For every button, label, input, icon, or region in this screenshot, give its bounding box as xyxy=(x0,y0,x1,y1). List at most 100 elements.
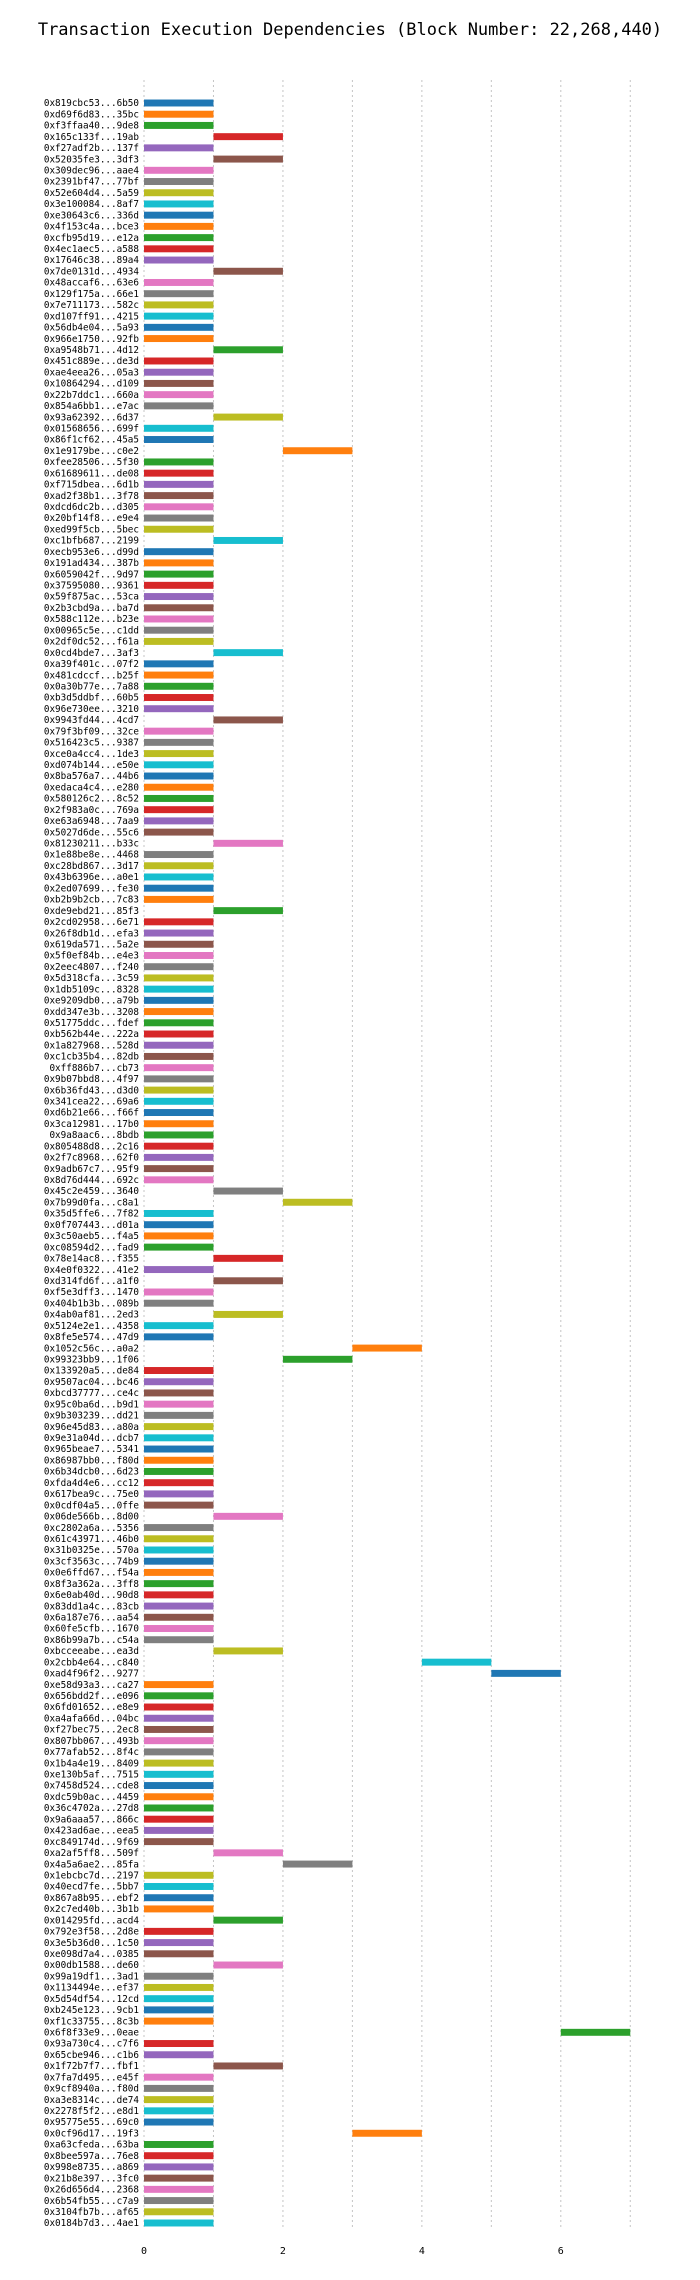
tx-hash-label: 0x1052c56c...a0a2 xyxy=(44,1343,139,1354)
dependency-bar xyxy=(352,2129,422,2137)
tx-hash-label: 0x8bee597a...76e8 xyxy=(44,2151,139,2162)
tx-hash-label: 0x00db1588...de60 xyxy=(44,1960,139,1971)
dependency-bar xyxy=(144,458,214,466)
tx-hash-label: 0xc28bd867...3d17 xyxy=(44,861,139,872)
tx-hash-label: 0x4ec1aec5...a588 xyxy=(44,244,139,255)
tx-hash-label: 0x9b303239...dd21 xyxy=(44,1411,139,1422)
tx-hash-label: 0x481cdccf...b25f xyxy=(44,670,139,681)
dependency-bar xyxy=(144,1580,214,1588)
tx-hash-label: 0x37595080...9361 xyxy=(44,581,139,592)
tx-hash-label: 0x6e0ab40d...90d8 xyxy=(44,1590,139,1601)
tx-hash-label: 0xdc59b0ac...4459 xyxy=(44,1792,139,1803)
tx-hash-label: 0x1e88be8e...4468 xyxy=(44,850,139,861)
tx-hash-label: 0xdd347e3b...3208 xyxy=(44,1007,139,1018)
dependency-bar xyxy=(144,918,214,926)
x-axis: 0 2 4 6 xyxy=(141,2246,564,2257)
dependency-bar xyxy=(144,379,214,387)
dependency-bar xyxy=(144,2006,214,2014)
dependency-bar xyxy=(144,1400,214,1408)
dependency-bar xyxy=(144,1703,214,1711)
dependency-bar xyxy=(144,1995,214,2003)
tx-hash-label: 0x423ad6ae...eea5 xyxy=(44,1826,139,1837)
tx-hash-label: 0x21b8e397...3fc0 xyxy=(44,2173,139,2184)
dependency-bar xyxy=(144,2208,214,2216)
dependency-bar xyxy=(144,1120,214,1128)
tx-hash-label: 0x40ecd7fe...5bb7 xyxy=(44,1882,139,1893)
tx-hash-label: 0xfee28506...5f30 xyxy=(44,457,139,468)
tx-hash-label: 0xc1cb35b4...82db xyxy=(44,1052,140,1063)
dependency-bar xyxy=(144,1209,214,1217)
tx-hash-label: 0x129f175a...66e1 xyxy=(44,289,139,300)
tx-hash-label: 0x6fd01652...e8e9 xyxy=(44,1702,139,1713)
tx-hash-label: 0x2ed07699...fe30 xyxy=(44,883,139,894)
dependency-bar xyxy=(144,974,214,982)
tx-hash-label: 0x0cd4bde7...3af3 xyxy=(44,648,139,659)
tx-hash-label: 0xecb953e6...d99d xyxy=(44,547,139,558)
tx-hash-label: 0x3104fb7b...af65 xyxy=(44,2207,139,2218)
tx-hash-label: 0x7458d524...cde8 xyxy=(44,1781,139,1792)
dependency-bar xyxy=(144,1826,214,1834)
dependency-bar xyxy=(144,1546,214,1554)
tx-hash-label: 0x00965c5e...c1dd xyxy=(44,625,139,636)
dependency-bar xyxy=(144,727,214,735)
tx-hash-label: 0xe30643c6...336d xyxy=(44,210,139,221)
dependency-bar xyxy=(144,1367,214,1374)
tx-hash-label: 0x20bf14f8...e9e4 xyxy=(44,513,140,524)
tx-hash-label: 0x1ebcbc7d...2197 xyxy=(44,1870,139,1881)
dependency-bar xyxy=(144,1725,214,1733)
dependency-bar xyxy=(213,346,283,354)
tx-hash-label: 0x45c2e459...3640 xyxy=(44,1186,139,1197)
dependency-bar xyxy=(144,1557,214,1565)
tx-hash-label: 0x2cbb4e64...c840 xyxy=(44,1657,139,1668)
tx-hash-label: 0x79f3bf09...32ce xyxy=(44,726,140,737)
dependency-bar xyxy=(144,1770,214,1778)
tx-hash-label: 0x3e5b36d0...1c50 xyxy=(44,1938,139,1949)
tx-hash-label: 0xa3e8314c...de74 xyxy=(44,2095,140,2106)
dependency-bar xyxy=(144,2174,214,2182)
dependency-bar xyxy=(144,1939,214,1947)
dependency-bar xyxy=(144,1927,214,1935)
dependency-bar xyxy=(144,1883,214,1890)
dependency-bar xyxy=(144,1524,214,1532)
dependency-bar xyxy=(144,940,214,948)
dependency-bar xyxy=(144,402,214,410)
tx-hash-label: 0xf5e3dff3...1470 xyxy=(44,1287,139,1298)
dependency-bar xyxy=(144,1008,214,1016)
tx-hash-label: 0x1db5109c...8328 xyxy=(44,984,139,995)
tx-hash-label: 0x4f153c4a...bce3 xyxy=(44,222,139,233)
tx-hash-label: 0x7e711173...582c xyxy=(44,300,139,311)
tx-hash-label: 0x404b1b3b...089b xyxy=(44,1298,140,1309)
dependency-bar xyxy=(144,1019,214,1027)
dependency-bar xyxy=(213,155,283,163)
dependency-bar xyxy=(144,110,214,118)
dependency-bar xyxy=(144,514,214,522)
dependency-bar xyxy=(213,536,283,544)
tx-hash-label: 0x93a730c4...c7f6 xyxy=(44,2039,139,2050)
dependency-bar xyxy=(144,1153,214,1161)
tx-hash-label: 0xc2802a6a...5356 xyxy=(44,1523,139,1534)
tx-hash-label: 0xf27bec75...2ec8 xyxy=(44,1725,139,1736)
tx-hash-label: 0x93a62392...6d37 xyxy=(44,412,139,423)
dependency-bar xyxy=(144,985,214,993)
dependency-bar xyxy=(144,559,214,567)
dependency-bar xyxy=(144,1086,214,1094)
dependency-bar xyxy=(144,492,214,500)
dependency-bar xyxy=(144,2185,214,2193)
tx-hash-label: 0x854a6bb1...e7ac xyxy=(44,401,139,412)
tx-hash-label: 0x2df0dc52...f61a xyxy=(44,637,139,648)
tx-hash-label: 0x95c0ba6d...b9d1 xyxy=(44,1399,139,1410)
tx-hash-label: 0x998e8735...a869 xyxy=(44,2162,139,2173)
dependency-bar xyxy=(144,2017,214,2025)
x-tick-label: 2 xyxy=(280,2246,286,2257)
tx-hash-label: 0x4ab0af81...2ed3 xyxy=(44,1310,139,1321)
tx-hash-label: 0x86987bb0...f80d xyxy=(44,1455,139,1466)
dependency-bar xyxy=(213,1916,283,1924)
tx-hash-label: 0x6059042f...9d97 xyxy=(44,569,139,580)
dependency-bar xyxy=(144,1950,214,1958)
dependency-bar xyxy=(144,2040,214,2048)
dependency-bar xyxy=(144,1052,214,1060)
tx-hash-label: 0x451c889e...de3d xyxy=(44,356,139,367)
dependency-bar xyxy=(144,1535,214,1543)
dependency-bar xyxy=(213,267,283,275)
